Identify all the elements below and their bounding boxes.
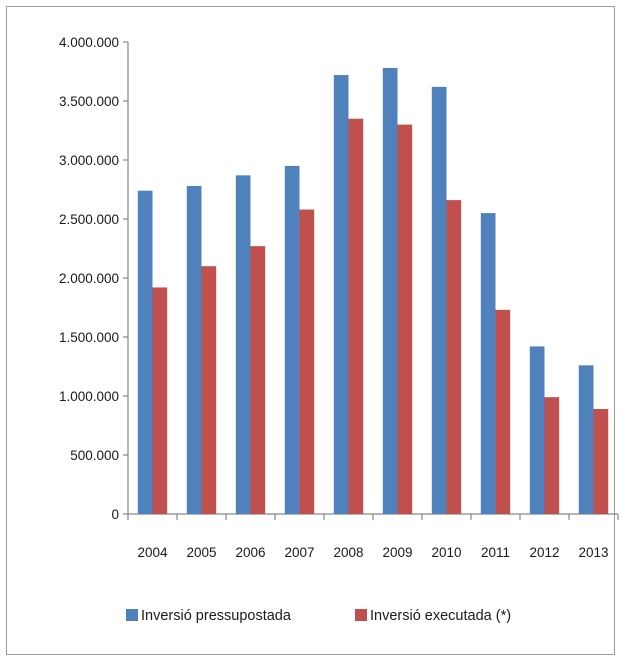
bar-executada-2009 [397, 124, 413, 514]
bar-executada-2013 [593, 408, 609, 514]
y-axis: 0 500.000 1.000.000 1.500.000 2.000.000 2.500… [59, 35, 129, 522]
bar-executada-2011 [495, 309, 511, 514]
bar-executada-2012 [544, 397, 560, 514]
x-tick-label: 2013 [578, 545, 608, 560]
bar-pressupostada-2005 [186, 185, 202, 514]
y-tick-label: 0 [111, 507, 119, 522]
bar-pressupostada-2012 [529, 346, 545, 514]
y-tick-label: 2.500.000 [59, 212, 119, 227]
x-tick-label: 2007 [284, 545, 314, 560]
bar-pressupostada-2006 [235, 175, 251, 514]
legend-label: Inversió executada (*) [370, 608, 511, 624]
bar-executada-2007 [299, 209, 315, 514]
bar-executada-2005 [201, 266, 217, 514]
bar-pressupostada-2011 [480, 213, 496, 514]
bar-executada-2010 [446, 200, 462, 514]
bars [137, 67, 609, 515]
y-tick-label: 500.000 [70, 448, 119, 463]
y-tick-label: 4.000.000 [59, 35, 119, 50]
bar-pressupostada-2010 [431, 86, 447, 514]
x-tick-label: 2009 [382, 545, 412, 560]
bar-pressupostada-2004 [137, 190, 153, 514]
bar-executada-2008 [348, 118, 364, 514]
x-tick-label: 2005 [186, 545, 216, 560]
bar-executada-2006 [250, 246, 266, 514]
bar-pressupostada-2007 [284, 165, 300, 514]
y-tick-label: 3.000.000 [59, 153, 119, 168]
x-tick-label: 2011 [481, 545, 510, 560]
x-tick-label: 2008 [333, 545, 363, 560]
bar-pressupostada-2008 [333, 75, 349, 514]
x-tick-label: 2010 [431, 545, 461, 560]
legend-swatch [126, 609, 138, 621]
legend: Inversió pressupostada Inversió executada… [126, 608, 511, 624]
y-tick-label: 1.000.000 [59, 389, 119, 404]
bar-pressupostada-2013 [578, 365, 594, 514]
bar-pressupostada-2009 [382, 67, 398, 515]
x-axis: 2004 2005 2006 2007 2008 2009 2010 2011 2012 2013 [127, 513, 619, 560]
x-tick-label: 2004 [137, 545, 168, 560]
legend-label: Inversió pressupostada [141, 608, 292, 624]
x-tick-label: 2006 [235, 545, 265, 560]
legend-swatch [355, 609, 367, 621]
bar-executada-2004 [152, 287, 168, 514]
x-tick-label: 2012 [529, 545, 559, 560]
y-tick-label: 2.000.000 [59, 271, 119, 286]
y-tick-label: 1.500.000 [59, 330, 119, 345]
y-tick-label: 3.500.000 [59, 94, 119, 109]
